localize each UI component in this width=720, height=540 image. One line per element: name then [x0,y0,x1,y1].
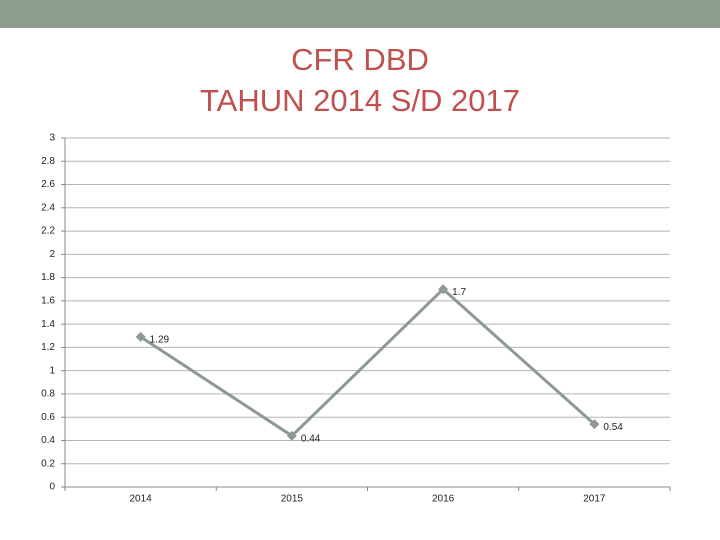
data-point [286,430,297,441]
y-tick-label: 2.6 [41,179,55,190]
data-point [135,331,146,342]
y-tick-label: 0.6 [41,412,55,423]
y-tick-label: 1.2 [41,342,55,353]
y-tick-label: 1.8 [41,272,55,283]
x-tick-label: 2014 [130,494,153,505]
y-tick-label: 2.2 [41,226,55,237]
x-tick-label: 2016 [432,494,455,505]
data-label: 0.44 [301,433,321,444]
x-tick-label: 2017 [583,494,606,505]
y-tick-label: 1.4 [41,319,55,330]
y-tick-label: 2 [49,249,55,260]
data-label: 1.7 [452,287,466,298]
data-label: 0.54 [603,422,623,433]
y-tick-label: 0.4 [41,435,55,446]
data-label: 1.29 [150,335,170,346]
y-tick-label: 0 [49,482,55,493]
header-bar [0,0,720,28]
data-point [589,419,600,430]
x-tick-label: 2015 [281,494,304,505]
y-tick-label: 3 [49,133,55,144]
y-tick-label: 1 [49,365,55,376]
series-line [139,287,596,438]
y-tick-label: 2.8 [41,156,55,167]
chart-subtitle: TAHUN 2014 S/D 2017 [200,83,520,118]
y-tick-label: 2.4 [41,202,55,213]
y-tick-label: 0.8 [41,389,55,400]
chart-title: CFR DBD [291,42,429,77]
data-point [438,284,449,295]
y-tick-label: 1.6 [41,296,55,307]
y-tick-label: 0.2 [41,458,55,469]
